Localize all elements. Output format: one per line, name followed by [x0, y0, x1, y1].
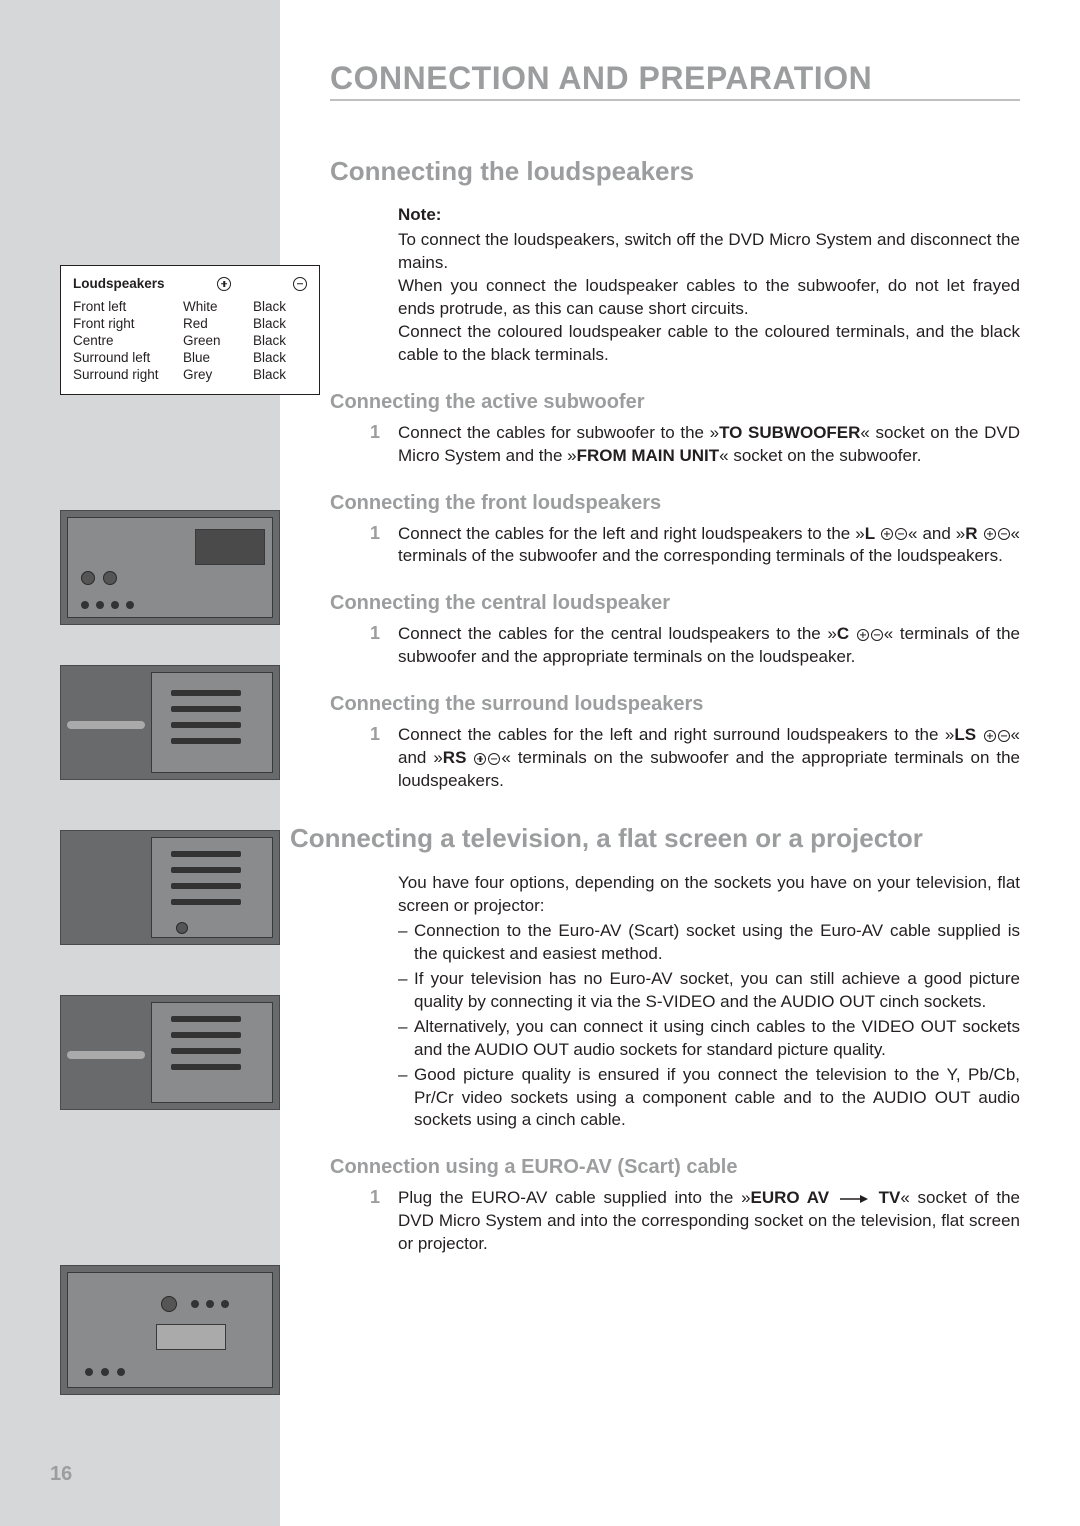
step: 1 Connect the cables for the central lou… — [330, 623, 1020, 669]
list-item: –Alternatively, you can connect it using… — [398, 1016, 1020, 1062]
cell: Front left — [73, 299, 183, 314]
table-row: Centre Green Black — [73, 333, 307, 348]
cell: Grey — [183, 367, 253, 382]
cell: Blue — [183, 350, 253, 365]
device-diagram — [60, 1265, 280, 1395]
step-number: 1 — [370, 1187, 398, 1256]
text: Connect the cables for the left and righ… — [398, 524, 865, 543]
bullet-list: –Connection to the Euro-AV (Scart) socke… — [398, 920, 1020, 1132]
text: Good picture quality is ensured if you c… — [414, 1064, 1020, 1133]
bold-text: LS — [954, 725, 976, 744]
step-text: Connect the cables for the left and righ… — [398, 523, 1020, 569]
table-row: Front left White Black — [73, 299, 307, 314]
cell: Surround left — [73, 350, 183, 365]
device-diagram — [60, 510, 280, 625]
dash-icon: – — [398, 920, 414, 966]
table-row: Front right Red Black — [73, 316, 307, 331]
bold-text: TO SUBWOOFER — [719, 423, 860, 442]
table-row: Surround left Blue Black — [73, 350, 307, 365]
step-number: 1 — [370, 623, 398, 669]
text: « and » — [908, 524, 965, 543]
minus-icon — [895, 528, 907, 540]
cell: Green — [183, 333, 253, 348]
text: « socket on the subwoofer. — [719, 446, 921, 465]
bold-text: RS — [443, 748, 467, 767]
list-item: –Connection to the Euro-AV (Scart) socke… — [398, 920, 1020, 966]
text: Connect the cables for subwoofer to the … — [398, 423, 719, 442]
device-diagram — [60, 995, 280, 1110]
device-diagram — [60, 665, 280, 780]
step: 1 Connect the cables for the left and ri… — [330, 724, 1020, 793]
minus-icon — [998, 730, 1010, 742]
note-body: To connect the loudspeakers, switch off … — [398, 229, 1020, 275]
step-text: Plug the EURO-AV cable supplied into the… — [398, 1187, 1020, 1256]
section-heading: Connecting a television, a flat screen o… — [290, 823, 1020, 854]
text: Connection to the Euro-AV (Scart) socket… — [414, 920, 1020, 966]
note-body: Connect the coloured loudspeaker cable t… — [398, 321, 1020, 367]
cell: Front right — [73, 316, 183, 331]
step-number: 1 — [370, 422, 398, 468]
subsection-heading: Connecting the central loudspeaker — [330, 592, 1020, 615]
page-number: 16 — [50, 1463, 72, 1486]
step-text: Connect the cables for the left and righ… — [398, 724, 1020, 793]
cell: White — [183, 299, 253, 314]
step-number: 1 — [370, 724, 398, 793]
minus-icon — [871, 629, 883, 641]
step: 1 Connect the cables for subwoofer to th… — [330, 422, 1020, 468]
subsection-heading: Connection using a EURO-AV (Scart) cable — [330, 1156, 1020, 1179]
list-item: –If your television has no Euro-AV socke… — [398, 968, 1020, 1014]
note-label: Note: — [398, 205, 1020, 225]
subsection-heading: Connecting the surround loudspeakers — [330, 693, 1020, 716]
plus-icon — [857, 629, 869, 641]
plus-icon — [881, 528, 893, 540]
paragraph: You have four options, depending on the … — [398, 872, 1020, 918]
text: Plug the EURO-AV cable supplied into the… — [398, 1188, 751, 1207]
table-header: Loudspeakers — [73, 276, 307, 291]
dash-icon: – — [398, 1016, 414, 1062]
main-content: CONNECTION AND PREPARATION Connecting th… — [280, 0, 1080, 1296]
bold-text: L — [865, 524, 875, 543]
subsection-heading: Connecting the front loudspeakers — [330, 492, 1020, 515]
bold-text: TV — [879, 1188, 901, 1207]
table-row: Surround right Grey Black — [73, 367, 307, 382]
minus-icon — [998, 528, 1010, 540]
page-title: CONNECTION AND PREPARATION — [330, 60, 1020, 101]
plus-icon — [984, 528, 996, 540]
bold-text: R — [965, 524, 977, 543]
subsection-heading: Connecting the active subwoofer — [330, 391, 1020, 414]
cell: Centre — [73, 333, 183, 348]
dash-icon: – — [398, 968, 414, 1014]
step: 1 Plug the EURO-AV cable supplied into t… — [330, 1187, 1020, 1256]
bold-text: EURO AV — [751, 1188, 830, 1207]
cell: Surround right — [73, 367, 183, 382]
list-item: –Good picture quality is ensured if you … — [398, 1064, 1020, 1133]
table-header-label: Loudspeakers — [73, 276, 217, 291]
dash-icon: – — [398, 1064, 414, 1133]
bold-text: FROM MAIN UNIT — [577, 446, 720, 465]
step: 1 Connect the cables for the left and ri… — [330, 523, 1020, 569]
arrow-icon — [840, 1194, 868, 1204]
cell: Red — [183, 316, 253, 331]
step-number: 1 — [370, 523, 398, 569]
plus-icon — [217, 277, 231, 291]
note-body: When you connect the loudspeaker cables … — [398, 275, 1020, 321]
step-text: Connect the cables for subwoofer to the … — [398, 422, 1020, 468]
minus-icon — [488, 753, 500, 765]
step-text: Connect the cables for the central louds… — [398, 623, 1020, 669]
text: Alternatively, you can connect it using … — [414, 1016, 1020, 1062]
plus-icon — [474, 753, 486, 765]
section-heading: Connecting the loudspeakers — [330, 156, 1020, 187]
text: If your television has no Euro-AV socket… — [414, 968, 1020, 1014]
plus-icon — [984, 730, 996, 742]
device-diagram — [60, 830, 280, 945]
text: Connect the cables for the central louds… — [398, 624, 837, 643]
text: Connect the cables for the left and righ… — [398, 725, 954, 744]
bold-text: C — [837, 624, 849, 643]
